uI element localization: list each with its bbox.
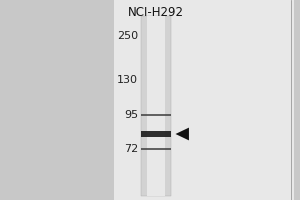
Bar [147,16,165,196]
Bar [141,114,171,116]
Polygon shape [176,128,189,140]
Bar [141,148,171,150]
Text: NCI-H292: NCI-H292 [128,6,184,19]
Text: 72: 72 [124,144,138,154]
Text: 130: 130 [117,75,138,85]
FancyBboxPatch shape [114,0,294,200]
Text: 95: 95 [124,110,138,120]
Text: 250: 250 [117,31,138,41]
Bar [141,16,171,196]
Bar [141,131,171,137]
